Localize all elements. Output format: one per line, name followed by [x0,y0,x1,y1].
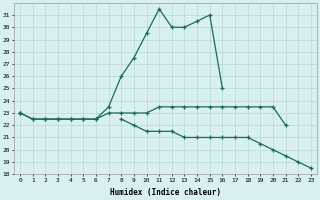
X-axis label: Humidex (Indice chaleur): Humidex (Indice chaleur) [110,188,221,197]
